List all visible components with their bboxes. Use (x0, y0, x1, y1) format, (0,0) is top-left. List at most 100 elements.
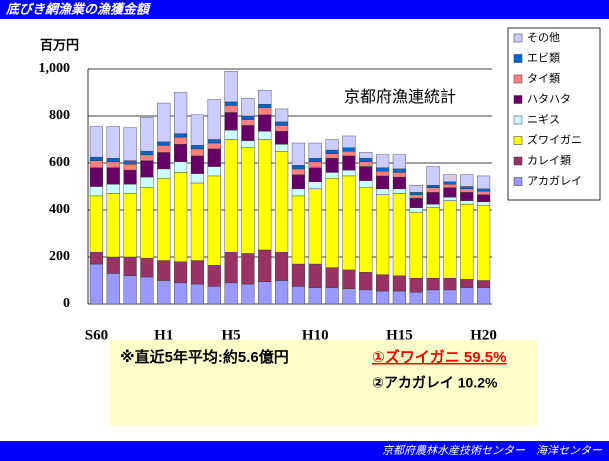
bar-segment (173, 261, 188, 284)
bar-segment (258, 131, 272, 140)
legend-label: タイ類 (527, 72, 560, 85)
bar-segment (426, 207, 440, 279)
legend-label: カレイ類 (527, 154, 571, 167)
y-tick-label: 400 (49, 202, 70, 217)
bar-segment (89, 167, 104, 187)
x-tick-label: H20 (470, 327, 497, 343)
bar-segment (173, 92, 188, 134)
bar-segment (207, 175, 221, 266)
bar-segment (241, 283, 255, 305)
bar-segment (392, 193, 407, 277)
bar-segment (106, 158, 120, 163)
bar-segment (308, 158, 322, 163)
bar-segment (409, 212, 423, 279)
bar-segment (190, 283, 205, 305)
bar-segment (157, 102, 171, 143)
bar-segment (274, 131, 289, 145)
bar-segment (342, 147, 356, 152)
legend-swatch (513, 74, 523, 84)
bar-segment (308, 263, 322, 288)
bar-segment (140, 154, 154, 161)
bar-segment (476, 205, 491, 281)
x-tick-label: S60 (85, 327, 108, 343)
bar-segment (258, 104, 272, 108)
bar-segment (207, 286, 221, 305)
bar-segment (359, 152, 373, 159)
bar-segment (157, 145, 171, 153)
bar-segment (173, 143, 188, 163)
bar-segment (443, 277, 457, 291)
bar-segment (291, 174, 306, 190)
bar-segment (89, 126, 104, 158)
legend (507, 27, 601, 201)
bar-segment (308, 188, 322, 265)
bar-segment (392, 154, 407, 170)
bar-segment (123, 169, 137, 185)
bar-segment (443, 289, 457, 305)
bar-segment (375, 154, 390, 168)
bar-segment (342, 151, 356, 157)
bar-segment (426, 277, 440, 291)
bar-segment (308, 161, 322, 168)
bar-segment (375, 290, 390, 305)
bar-segment (173, 136, 188, 145)
bar-segment (274, 252, 289, 281)
footer: 京都府農林水産技術センター 海洋センター (382, 444, 603, 457)
bar-segment (375, 194, 390, 275)
bar-segment (291, 168, 306, 175)
annotation: 京都府漁連統計 (344, 88, 456, 106)
legend-label: その他 (527, 31, 560, 44)
bar-segment (359, 180, 373, 188)
bar-segment (476, 175, 491, 190)
y-tick-label: 600 (49, 155, 70, 170)
bar-segment (190, 145, 205, 150)
bar-segment (89, 252, 104, 265)
bar-segment (443, 196, 457, 201)
bar-segment (140, 160, 154, 178)
bar-segment (123, 275, 137, 305)
bar-segment (409, 185, 423, 193)
y-tick-label: 1,000 (39, 61, 71, 76)
bar-segment (375, 188, 390, 195)
bar-segment (258, 89, 272, 105)
bar-segment (443, 181, 457, 185)
bar-segment (106, 193, 120, 258)
bar-segment (342, 175, 356, 271)
bar-segment (224, 101, 238, 106)
bar-segment (409, 198, 423, 208)
bar-segment (325, 178, 339, 268)
bar-segment (258, 139, 272, 251)
bar-segment (241, 115, 255, 120)
bar-segment (476, 280, 491, 288)
unit-label: 百万円 (40, 37, 79, 52)
bar-segment (224, 129, 238, 140)
bar-segment (123, 256, 137, 276)
bar-segment (375, 171, 390, 177)
bar-segment (443, 183, 457, 188)
legend-label: ハタハタ (527, 92, 571, 105)
bar-segment (325, 267, 339, 288)
bar-segment (325, 287, 339, 305)
bar-segment (106, 183, 120, 194)
y-tick-label: 0 (63, 296, 70, 311)
bar-segment (157, 260, 171, 281)
bar-segment (342, 169, 356, 177)
bar-segment (392, 275, 407, 292)
bar-segment (123, 183, 137, 194)
bar-segment (443, 200, 457, 279)
bar-segment (291, 195, 306, 265)
footer-bar (0, 441, 609, 461)
bar-segment (291, 165, 306, 170)
note: ①ズワイガニ 59.5% (372, 348, 506, 366)
bar-segment (460, 174, 474, 187)
bar-segment (291, 142, 306, 166)
bar-segment (426, 185, 440, 188)
bar-segment (443, 187, 457, 198)
bar-segment (241, 119, 255, 126)
bar-segment (173, 282, 188, 305)
bar-segment (224, 252, 238, 284)
legend-label: アカガレイ (527, 174, 582, 187)
bar-segment (325, 139, 339, 151)
bar-segment (207, 265, 221, 287)
